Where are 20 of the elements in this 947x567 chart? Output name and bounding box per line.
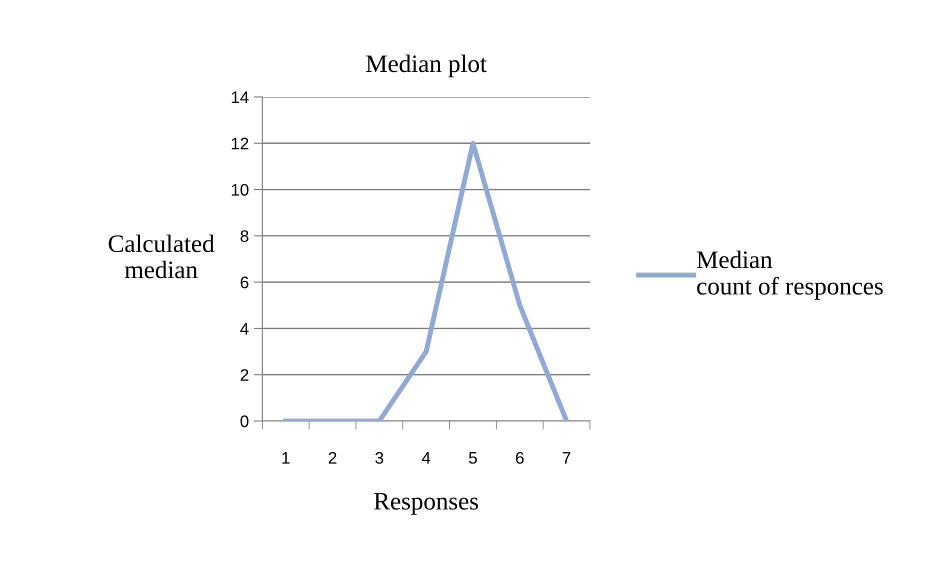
chart-title: Median plot bbox=[366, 54, 487, 78]
x-tick-label: 4 bbox=[422, 452, 430, 464]
x-tick-label: 2 bbox=[328, 452, 336, 464]
line-series bbox=[283, 140, 570, 421]
y-tick-label: 4 bbox=[240, 322, 249, 334]
x-tick-label: 5 bbox=[468, 452, 477, 464]
y-tick-label: 6 bbox=[240, 276, 248, 288]
x-tick-label: 1 bbox=[282, 452, 290, 464]
y-tick-label: 14 bbox=[232, 92, 249, 103]
legend-label: Median count of responces bbox=[696, 250, 883, 300]
x-tick-label: 3 bbox=[375, 452, 384, 464]
y-tick-label: 0 bbox=[240, 415, 248, 428]
y-tick-label: 8 bbox=[240, 230, 248, 242]
y-axis-title: Calculated median bbox=[108, 234, 214, 278]
x-tick-label: 7 bbox=[562, 452, 570, 464]
y-tick-label: 10 bbox=[232, 184, 248, 196]
y-tick-label: 12 bbox=[232, 138, 248, 150]
y-tick-label: 2 bbox=[240, 369, 248, 381]
x-tick-label: 6 bbox=[516, 452, 524, 464]
x-axis-title: Responses bbox=[374, 493, 478, 515]
